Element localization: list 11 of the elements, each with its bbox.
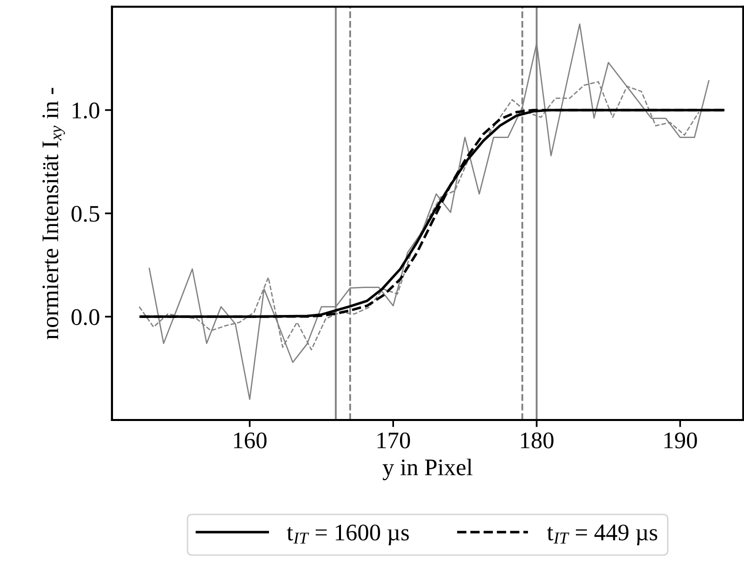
x-axis-title: y in Pixel bbox=[382, 458, 472, 480]
x-tick-label: 190 bbox=[664, 432, 697, 448]
legend-label: t$_{IT}$ = 1600 µs bbox=[286, 524, 409, 546]
x-tick-label: 180 bbox=[521, 432, 554, 448]
x-tick-label: 170 bbox=[378, 432, 410, 448]
y-axis-title: normierte Intensität I$_{xy}$ in - bbox=[42, 88, 65, 340]
y-tick-label: 1.0 bbox=[72, 102, 100, 119]
x-tick-label: 160 bbox=[234, 432, 267, 448]
legend-label: t$_{IT}$ = 449 µs bbox=[547, 524, 658, 546]
y-tick-label: 0.0 bbox=[72, 309, 100, 326]
y-tick-label: 0.5 bbox=[72, 206, 100, 222]
